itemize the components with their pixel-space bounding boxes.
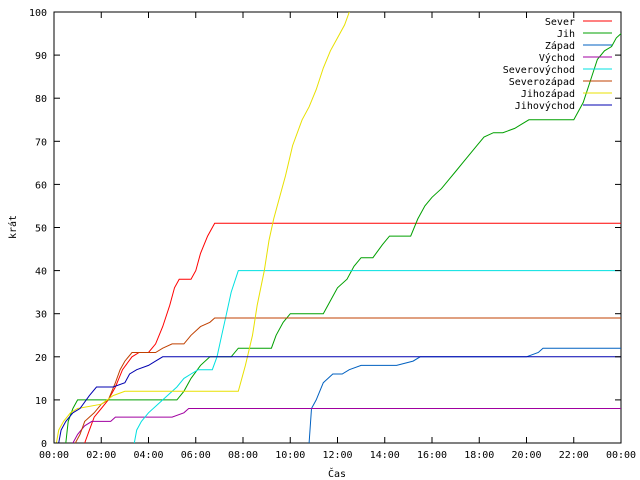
x-tick-label: 10:00 [275, 450, 305, 461]
series-line-Východ [72, 408, 621, 444]
x-tick-label: 06:00 [181, 450, 211, 461]
y-tick-label: 30 [35, 310, 47, 321]
x-tick-label: 00:00 [606, 450, 636, 461]
y-tick-label: 40 [35, 267, 47, 278]
legend-label-Jih: Jih [557, 29, 575, 40]
y-tick-label: 100 [29, 8, 47, 19]
x-tick-label: 12:00 [322, 450, 352, 461]
series-line-Západ [308, 347, 621, 444]
legend: SeverJihZápadVýchodSeverovýchodSeverozáp… [503, 17, 612, 112]
y-tick-label: 90 [35, 51, 47, 62]
series-line-Jihozápad [55, 11, 350, 444]
legend-label-Jihovýchod: Jihovýchod [515, 100, 575, 112]
y-tick-label: 60 [35, 180, 47, 191]
x-tick-label: 02:00 [86, 450, 116, 461]
x-axis-label: Čas [328, 467, 346, 480]
series-line-Severovýchod [133, 270, 621, 444]
series-layer [55, 11, 622, 444]
x-tick-label: 22:00 [559, 450, 589, 461]
legend-label-Sever: Sever [545, 17, 575, 28]
legend-label-Severovýchod: Severovýchod [503, 64, 575, 76]
y-tick-label: 80 [35, 94, 47, 105]
x-tick-label: 14:00 [370, 450, 400, 461]
ticks-layer: 0 10 20 30 40 50 60 70 80 90 100 00:00 02:00 04:00 06:… [29, 8, 636, 461]
y-tick-label: 70 [35, 137, 47, 148]
x-tick-label: 16:00 [417, 450, 447, 461]
legend-label-Východ: Východ [539, 52, 575, 64]
legend-label-Západ: Západ [545, 40, 575, 52]
y-tick-label: 10 [35, 396, 47, 407]
x-tick-label: 20:00 [511, 450, 541, 461]
y-tick-label: 20 [35, 353, 47, 364]
legend-label-Jihozápad: Jihozápad [521, 88, 575, 100]
legend-label-Severozápad: Severozápad [509, 76, 575, 88]
x-tick-label: 18:00 [464, 450, 494, 461]
x-tick-label: 04:00 [133, 450, 163, 461]
y-tick-label: 0 [41, 439, 47, 450]
series-line-Jihovýchod [58, 356, 621, 444]
x-tick-label: 08:00 [228, 450, 258, 461]
x-tick-label: 00:00 [39, 450, 69, 461]
series-line-Sever [84, 222, 621, 444]
y-tick-label: 50 [35, 224, 47, 235]
series-line-Severozápad [74, 317, 621, 444]
y-axis-label: krát [7, 215, 19, 239]
